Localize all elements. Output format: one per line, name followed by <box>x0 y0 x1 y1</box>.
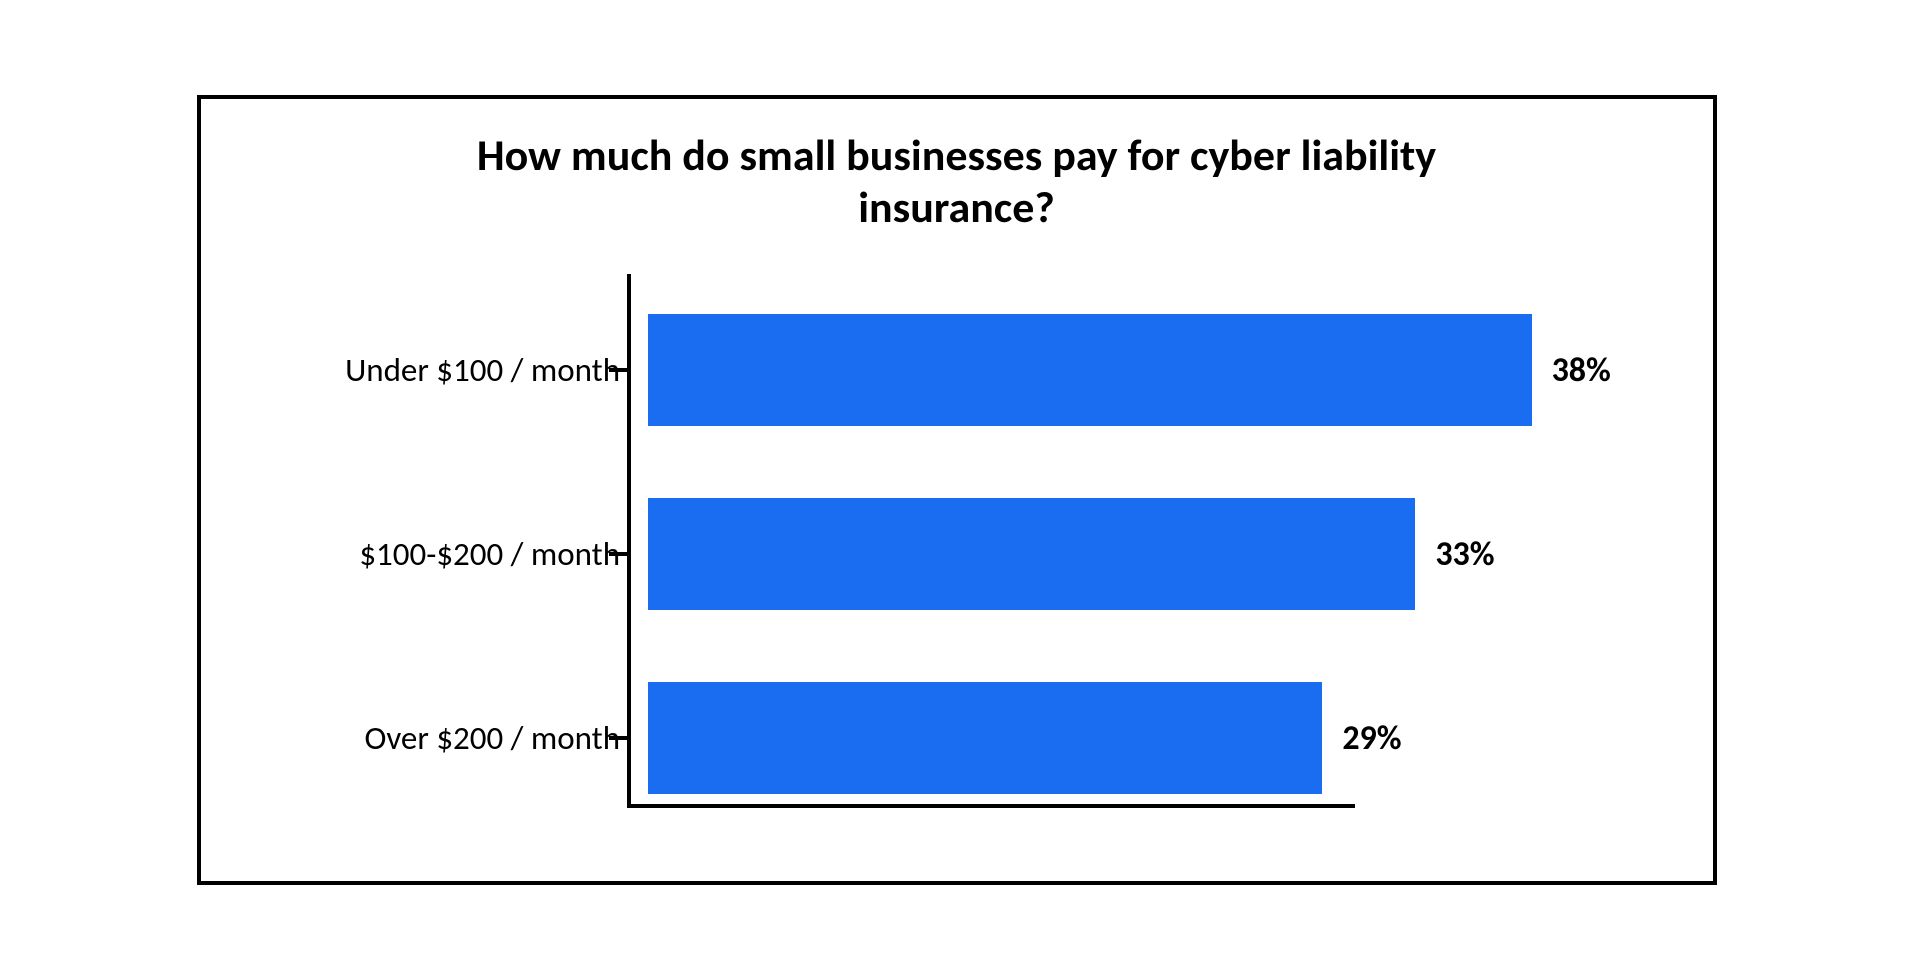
bar-row: $100-$200 / month 33% <box>247 498 1667 610</box>
chart-frame: How much do small businesses pay for cyb… <box>197 95 1717 885</box>
chart-title: How much do small businesses pay for cyb… <box>241 129 1673 235</box>
bar-row: Over $200 / month 29% <box>247 682 1667 794</box>
bar-area: 33% <box>644 498 1666 610</box>
category-label: Over $200 / month <box>247 718 645 758</box>
chart-title-line2: insurance? <box>858 180 1055 234</box>
chart-plot-area: Under $100 / month 38% $100-$200 / month 33… <box>247 274 1667 834</box>
value-label: 33% <box>1415 534 1494 575</box>
value-label: 29% <box>1322 718 1401 759</box>
bar-area: 38% <box>644 314 1666 426</box>
chart-title-line1: How much do small businesses pay for cyb… <box>477 128 1436 182</box>
page-container: How much do small businesses pay for cyb… <box>0 0 1913 979</box>
bar-row: Under $100 / month 38% <box>247 314 1667 426</box>
bar <box>648 682 1322 794</box>
bar-area: 29% <box>644 682 1666 794</box>
category-label: $100-$200 / month <box>247 534 645 574</box>
x-axis <box>627 804 1355 808</box>
bar <box>648 314 1532 426</box>
category-label: Under $100 / month <box>247 350 645 390</box>
value-label: 38% <box>1532 350 1611 391</box>
bar <box>648 498 1415 610</box>
